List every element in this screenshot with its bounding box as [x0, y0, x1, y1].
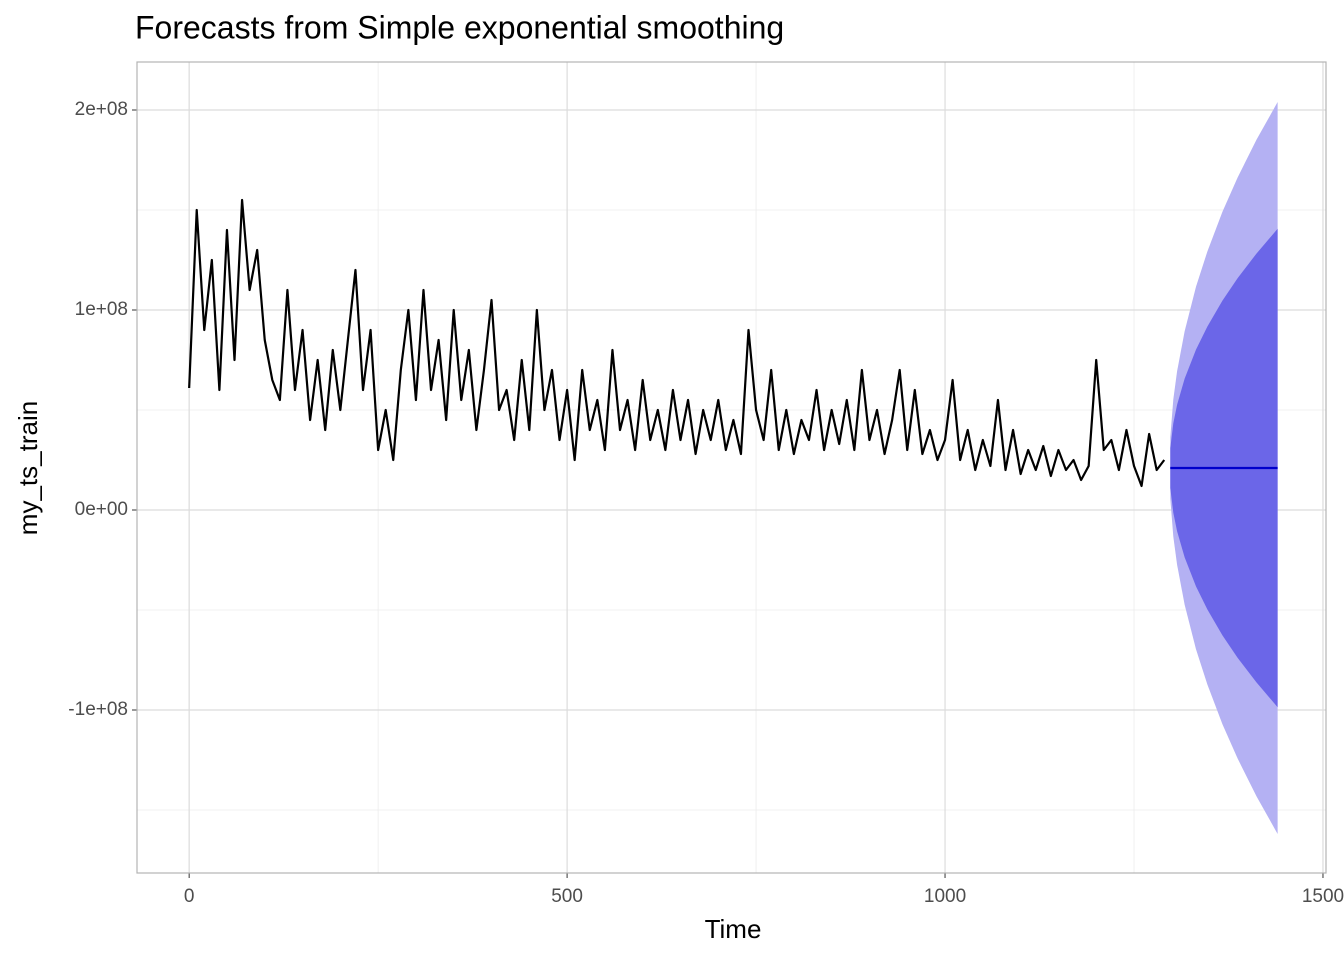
- y-tick-label: 0e+00: [75, 499, 128, 520]
- y-tick-label: 1e+08: [75, 299, 128, 320]
- plot-border: [136, 61, 1327, 874]
- series-line: [188, 198, 1166, 488]
- x-tick-label: 0: [184, 886, 195, 907]
- x-tick-label: 1000: [924, 886, 966, 907]
- x-tick-label: 500: [551, 886, 583, 907]
- chart-title: Forecasts from Simple exponential smooth…: [135, 9, 784, 45]
- y-tick-label: -1e+08: [68, 699, 128, 720]
- y-tick-label: 2e+08: [75, 99, 128, 120]
- x-tick-label: 1500: [1302, 886, 1344, 907]
- x-axis-label: Time: [705, 914, 762, 944]
- y-axis-label: my_ts_train: [13, 401, 43, 535]
